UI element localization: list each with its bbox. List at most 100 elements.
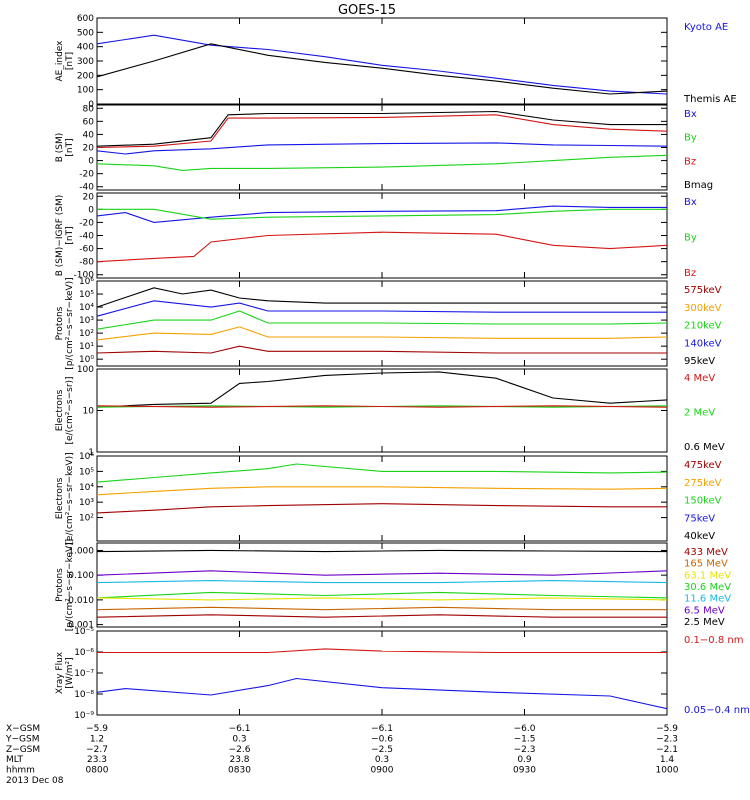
y-tick-label: 100 xyxy=(77,86,94,96)
x-axis-value: −6.1 xyxy=(371,724,393,734)
legend-entry: 95keV xyxy=(684,356,715,367)
y-tick-label: 20 xyxy=(83,144,95,154)
x-axis-value: 0.3 xyxy=(375,755,389,765)
y-axis-label-line: [p/(cm²−s−sr−keV)] xyxy=(65,277,75,369)
x-axis-row-label: Z−GSM xyxy=(6,745,40,755)
y-axis-label: Protons[p/(cm²−s−sr−keV)] xyxy=(55,539,75,631)
legend-entry: Bx xyxy=(684,109,697,120)
series-line xyxy=(96,606,667,611)
x-axis-value: −5.9 xyxy=(86,724,108,734)
legend-entry: 575keV xyxy=(684,285,722,296)
legend-entry: By xyxy=(684,233,697,244)
y-axis-label: Electrons[e/(cm²−s−sr−keV)] xyxy=(55,452,75,544)
y-tick-label: 10⁶ xyxy=(79,452,94,462)
panel-frame xyxy=(96,368,668,453)
legend-entry: 2 MeV xyxy=(684,408,715,419)
y-tick-label: 10⁴ xyxy=(79,303,94,313)
x-axis-value: −6.1 xyxy=(229,724,251,734)
legend-entry: 30.6 MeV xyxy=(684,582,731,593)
y-tick-label: 300 xyxy=(77,57,94,67)
x-axis-value: 23.3 xyxy=(87,755,107,765)
panel-pro2: 0.0010.0100.1001.000Protons[p/(cm²−s−sr−… xyxy=(55,539,731,631)
chart-title: GOES-15 xyxy=(338,3,396,18)
series-line xyxy=(96,371,668,408)
y-tick-label: 10¹ xyxy=(79,342,94,352)
legend-entry: 0.1−0.8 nm xyxy=(684,635,743,646)
x-axis-value: −2.3 xyxy=(514,745,536,755)
series-line xyxy=(96,154,668,171)
y-tick-label: 20 xyxy=(83,192,95,202)
y-tick-label: 200 xyxy=(77,71,94,81)
series-line xyxy=(97,208,667,220)
y-tick-label: 10⁶ xyxy=(79,277,94,287)
y-axis-label-line: Electrons xyxy=(55,389,65,431)
x-axis-row-label: X−GSM xyxy=(6,724,40,734)
y-axis-label: Protons[p/(cm²−s−sr−keV)] xyxy=(55,277,75,369)
y-tick-label: 10⁻⁸ xyxy=(74,690,94,700)
series-line xyxy=(96,110,667,147)
x-axis-value: 23.8 xyxy=(229,755,249,765)
x-axis-value: 1000 xyxy=(656,766,679,776)
y-axis-label-line: [nT] xyxy=(65,138,75,156)
y-axis-label-line: [nT] xyxy=(65,226,75,244)
date-label: 2013 Dec 08 xyxy=(6,776,64,786)
series-line xyxy=(96,205,667,223)
series-line xyxy=(96,142,668,155)
series-line xyxy=(96,580,668,584)
x-axis-value: 0800 xyxy=(86,766,109,776)
x-axis-value: −2.5 xyxy=(371,745,393,755)
y-tick-label: -40 xyxy=(79,183,94,193)
legend-entry: 75keV xyxy=(684,513,715,524)
x-axis-value: 0830 xyxy=(228,766,251,776)
y-tick-label: 10⁻⁶ xyxy=(74,648,94,658)
legend-entry: 4 MeV xyxy=(684,373,715,384)
series-line xyxy=(96,114,668,149)
y-tick-label: -100 xyxy=(74,271,95,281)
series-line xyxy=(96,310,668,330)
y-tick-label: 1 xyxy=(88,448,94,458)
legend-entry: 275keV xyxy=(684,478,722,489)
legend-entry: Themis AE xyxy=(683,94,737,105)
series-line xyxy=(96,345,667,354)
y-tick-label: 10³ xyxy=(79,498,94,508)
series-line xyxy=(96,597,668,601)
legend-entry: Bmag xyxy=(684,180,713,191)
x-axis-row-label: MLT xyxy=(6,755,24,765)
y-tick-label: 400 xyxy=(77,43,94,53)
y-tick-label: 10⁴ xyxy=(79,483,94,493)
y-axis-label-line: [p/(cm²−s−sr−keV)] xyxy=(65,539,75,631)
y-tick-label: -40 xyxy=(79,232,94,242)
series-line xyxy=(96,503,667,514)
x-axis-value: −2.7 xyxy=(86,745,108,755)
series-line xyxy=(96,300,667,317)
y-axis-label-line: Protons xyxy=(55,568,65,602)
x-axis-value: −2.3 xyxy=(656,734,678,744)
x-axis-value: −2.1 xyxy=(656,745,678,755)
y-tick-label: 60 xyxy=(83,117,95,127)
legend-entry: 6.5 MeV xyxy=(684,605,725,616)
series-line xyxy=(96,405,668,408)
y-tick-label: 10⁻⁵ xyxy=(74,627,94,637)
legend-entry: By xyxy=(684,133,697,144)
y-tick-label: 10³ xyxy=(79,316,94,326)
x-axis-footer: X−GSM −5.9 −6.1 −6.1 −6.0 −5.9 Y−GSM 1.2 0.3 −0.6… xyxy=(5,724,679,786)
y-tick-label: 1.000 xyxy=(68,546,94,556)
series-line xyxy=(96,34,668,95)
y-axis-label-line: [e/(cm²−s−sr)] xyxy=(65,376,75,444)
legend-entry: Kyoto AE xyxy=(684,22,728,33)
y-tick-label: 10 xyxy=(83,407,95,417)
legend-entry: 63.1 MeV xyxy=(684,570,731,581)
x-axis-value: 1.2 xyxy=(90,734,104,744)
y-tick-label: 500 xyxy=(77,28,94,38)
panel-frame xyxy=(96,542,668,628)
legend-entry: 300keV xyxy=(684,303,722,314)
y-axis-label-line: Electrons xyxy=(55,477,65,519)
y-tick-label: 10⁻⁹ xyxy=(74,711,94,721)
series-line xyxy=(96,677,668,710)
x-axis-value: −6.0 xyxy=(514,724,536,734)
y-tick-label: 100 xyxy=(77,365,94,375)
panel-frame xyxy=(96,455,668,542)
